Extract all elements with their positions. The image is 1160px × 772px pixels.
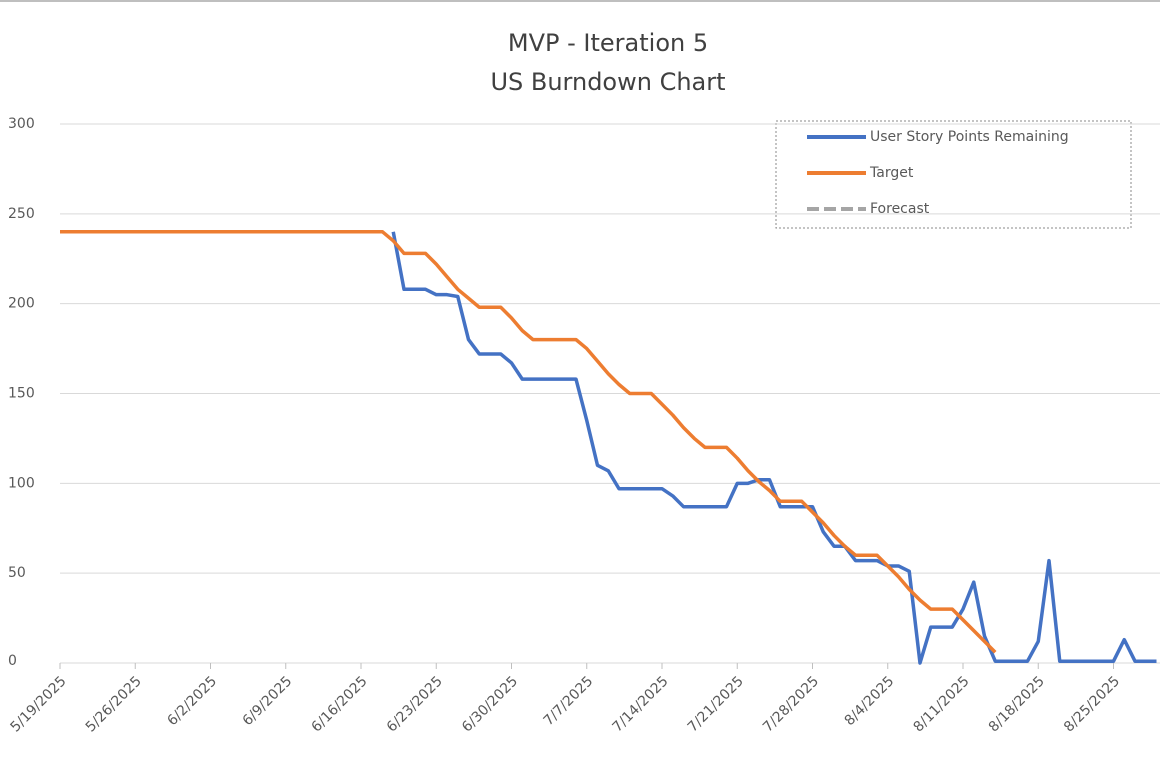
x-tick-label: 7/7/2025 bbox=[541, 673, 597, 729]
series-line bbox=[60, 230, 997, 654]
x-tick-label: 8/25/2025 bbox=[1061, 673, 1123, 735]
x-tick-label: 6/16/2025 bbox=[309, 673, 371, 735]
y-tick-label: 150 bbox=[8, 386, 35, 402]
x-tick-label: 7/21/2025 bbox=[685, 673, 747, 735]
y-tick-label: 300 bbox=[8, 116, 35, 132]
legend-label: Target bbox=[869, 165, 914, 181]
x-tick-label: 7/14/2025 bbox=[610, 673, 672, 735]
x-tick-label: 7/28/2025 bbox=[760, 673, 822, 735]
chart-subtitle: US Burndown Chart bbox=[490, 68, 725, 96]
x-tick-label: 8/4/2025 bbox=[842, 673, 898, 729]
y-tick-label: 100 bbox=[8, 475, 35, 491]
y-tick-label: 50 bbox=[8, 565, 26, 581]
legend-box bbox=[775, 120, 1132, 229]
legend-label: User Story Points Remaining bbox=[870, 129, 1069, 145]
x-tick-label: 8/18/2025 bbox=[986, 673, 1048, 735]
y-tick-label: 250 bbox=[8, 206, 35, 222]
series-line bbox=[391, 231, 1157, 665]
y-tick-label: 200 bbox=[8, 296, 35, 312]
x-tick-label: 8/11/2025 bbox=[911, 673, 973, 735]
y-tick-label: 0 bbox=[8, 653, 17, 669]
x-tick-label: 6/30/2025 bbox=[459, 673, 521, 735]
chart-title: MVP - Iteration 5 bbox=[508, 29, 708, 57]
x-tick-label: 6/9/2025 bbox=[240, 673, 296, 729]
x-tick-label: 6/2/2025 bbox=[164, 673, 220, 729]
legend-label: Forecast bbox=[870, 201, 930, 217]
x-tick-label: 5/19/2025 bbox=[8, 673, 70, 735]
x-tick-label: 5/26/2025 bbox=[83, 673, 145, 735]
x-tick-label: 6/23/2025 bbox=[384, 673, 446, 735]
